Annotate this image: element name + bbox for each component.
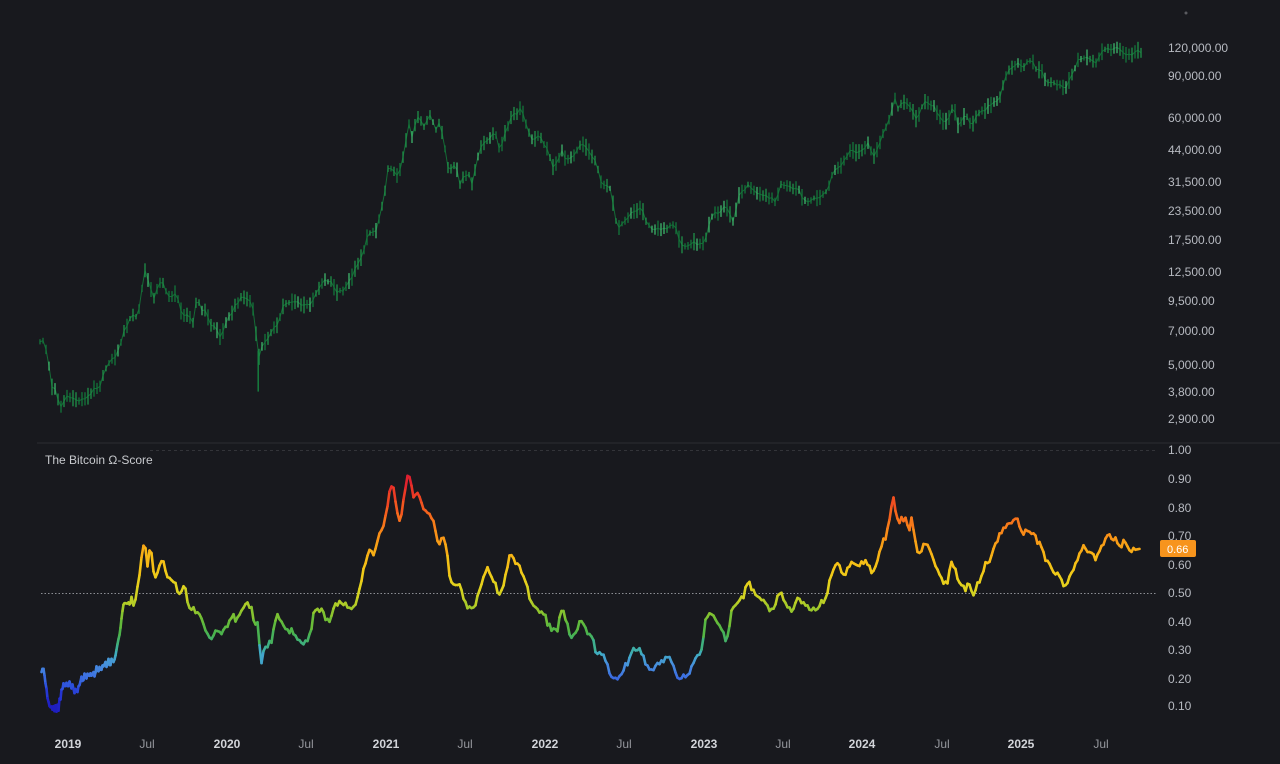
svg-text:0.30: 0.30 (1168, 643, 1192, 657)
svg-text:0.10: 0.10 (1168, 699, 1192, 713)
svg-text:2019: 2019 (55, 737, 82, 751)
svg-text:2021: 2021 (373, 737, 400, 751)
svg-text:2025: 2025 (1008, 737, 1035, 751)
svg-text:0.60: 0.60 (1168, 558, 1192, 572)
svg-text:0.20: 0.20 (1168, 672, 1192, 686)
svg-text:Jul: Jul (1093, 737, 1108, 751)
svg-text:Jul: Jul (139, 737, 154, 751)
svg-text:Jul: Jul (934, 737, 949, 751)
svg-text:7,000.00: 7,000.00 (1168, 324, 1215, 338)
svg-text:23,500.00: 23,500.00 (1168, 204, 1222, 218)
svg-text:0.66: 0.66 (1167, 544, 1188, 556)
svg-text:90,000.00: 90,000.00 (1168, 69, 1222, 83)
svg-text:17,500.00: 17,500.00 (1168, 233, 1222, 247)
svg-text:2020: 2020 (214, 737, 241, 751)
svg-text:44,000.00: 44,000.00 (1168, 143, 1222, 157)
svg-text:2022: 2022 (532, 737, 559, 751)
svg-text:12,500.00: 12,500.00 (1168, 265, 1222, 279)
svg-text:2023: 2023 (691, 737, 718, 751)
svg-text:0.50: 0.50 (1168, 586, 1192, 600)
svg-text:Jul: Jul (298, 737, 313, 751)
svg-text:31,500.00: 31,500.00 (1168, 175, 1222, 189)
svg-text:120,000.00: 120,000.00 (1168, 41, 1228, 55)
svg-text:The Bitcoin Ω-Score: The Bitcoin Ω-Score (45, 453, 153, 467)
svg-text:0.80: 0.80 (1168, 501, 1192, 515)
svg-text:5,000.00: 5,000.00 (1168, 358, 1215, 372)
svg-text:60,000.00: 60,000.00 (1168, 111, 1222, 125)
svg-text:Jul: Jul (616, 737, 631, 751)
svg-text:9,500.00: 9,500.00 (1168, 294, 1215, 308)
svg-text:2024: 2024 (849, 737, 876, 751)
svg-text:Jul: Jul (775, 737, 790, 751)
svg-text:0.90: 0.90 (1168, 472, 1192, 486)
svg-text:Jul: Jul (457, 737, 472, 751)
svg-text:3,800.00: 3,800.00 (1168, 385, 1215, 399)
svg-text:2,900.00: 2,900.00 (1168, 412, 1215, 426)
svg-text:0.40: 0.40 (1168, 615, 1192, 629)
svg-text:1.00: 1.00 (1168, 443, 1192, 457)
